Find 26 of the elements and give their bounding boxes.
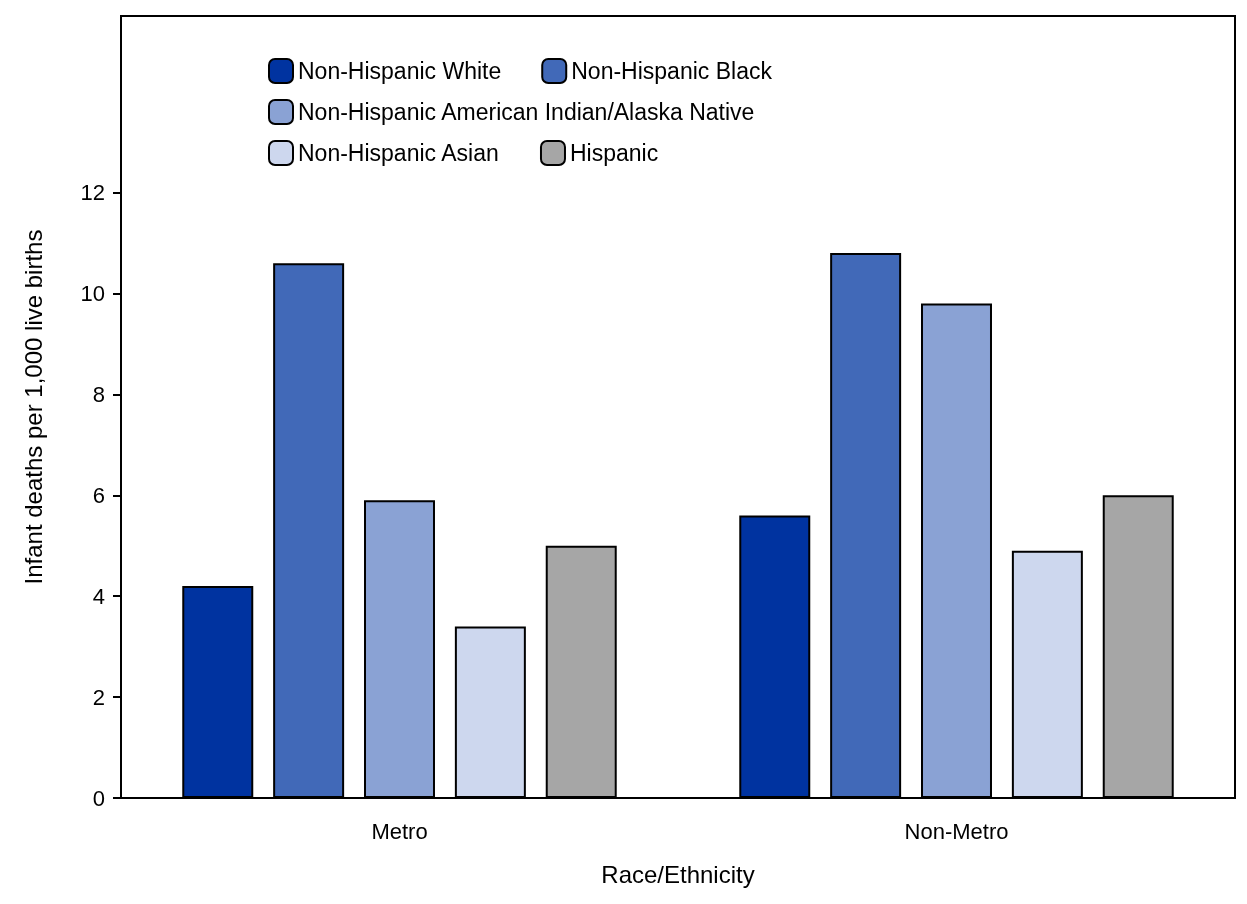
legend-label: Non-Hispanic Black bbox=[571, 58, 773, 84]
bar bbox=[545, 545, 617, 798]
y-tick-label: 12 bbox=[80, 180, 105, 206]
y-tick-label: 4 bbox=[92, 583, 105, 609]
legend-label: Non-Hispanic Asian bbox=[298, 140, 499, 166]
y-tick-label: 0 bbox=[92, 785, 105, 811]
bar bbox=[364, 500, 435, 798]
y-tick-label: 10 bbox=[80, 280, 105, 306]
bar bbox=[739, 515, 811, 798]
bar bbox=[830, 253, 902, 798]
x-tick-label: Metro bbox=[371, 818, 428, 844]
y-tick-label: 2 bbox=[92, 684, 105, 710]
bar bbox=[273, 263, 345, 798]
bar bbox=[454, 626, 526, 798]
y-tick-label: 6 bbox=[92, 482, 105, 508]
legend-label: Non-Hispanic American Indian/Alaska Native bbox=[298, 99, 755, 125]
legend-label: Hispanic bbox=[569, 140, 659, 166]
bar bbox=[1011, 550, 1083, 798]
bar bbox=[182, 586, 254, 798]
y-axis-title: Infant deaths per 1,000 live births bbox=[19, 229, 47, 585]
bar bbox=[1102, 495, 1174, 798]
y-tick-label: 8 bbox=[92, 381, 105, 407]
bar bbox=[921, 303, 992, 798]
x-tick-label: Non-Metro bbox=[904, 818, 1009, 844]
legend-label: Non-Hispanic White bbox=[298, 58, 502, 84]
x-axis-title: Race/Ethnicity bbox=[601, 860, 755, 888]
